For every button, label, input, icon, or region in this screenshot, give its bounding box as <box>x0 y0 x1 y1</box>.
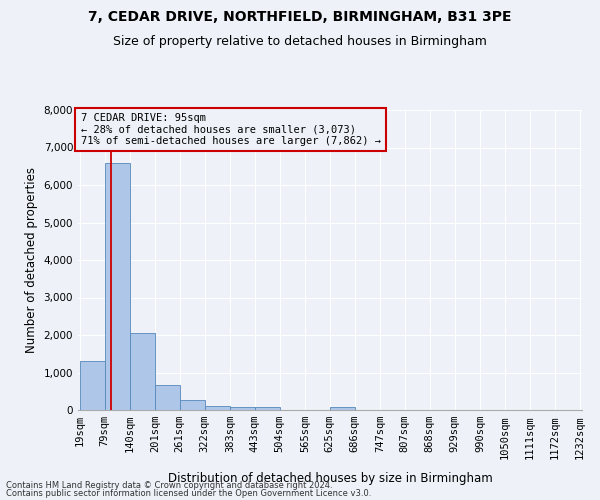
Bar <box>329 407 355 410</box>
Text: Contains public sector information licensed under the Open Government Licence v3: Contains public sector information licen… <box>6 489 371 498</box>
Bar <box>205 406 230 410</box>
Text: 7 CEDAR DRIVE: 95sqm
← 28% of detached houses are smaller (3,073)
71% of semi-de: 7 CEDAR DRIVE: 95sqm ← 28% of detached h… <box>80 113 380 146</box>
Text: Contains HM Land Registry data © Crown copyright and database right 2024.: Contains HM Land Registry data © Crown c… <box>6 480 332 490</box>
Bar <box>230 407 255 410</box>
Bar <box>80 361 105 410</box>
Bar <box>254 407 280 410</box>
Bar <box>155 384 180 410</box>
Text: 7, CEDAR DRIVE, NORTHFIELD, BIRMINGHAM, B31 3PE: 7, CEDAR DRIVE, NORTHFIELD, BIRMINGHAM, … <box>88 10 512 24</box>
Y-axis label: Number of detached properties: Number of detached properties <box>25 167 38 353</box>
Bar <box>180 400 205 410</box>
Text: Size of property relative to detached houses in Birmingham: Size of property relative to detached ho… <box>113 35 487 48</box>
Text: Distribution of detached houses by size in Birmingham: Distribution of detached houses by size … <box>167 472 493 485</box>
Bar <box>105 163 130 410</box>
Bar <box>130 333 155 410</box>
